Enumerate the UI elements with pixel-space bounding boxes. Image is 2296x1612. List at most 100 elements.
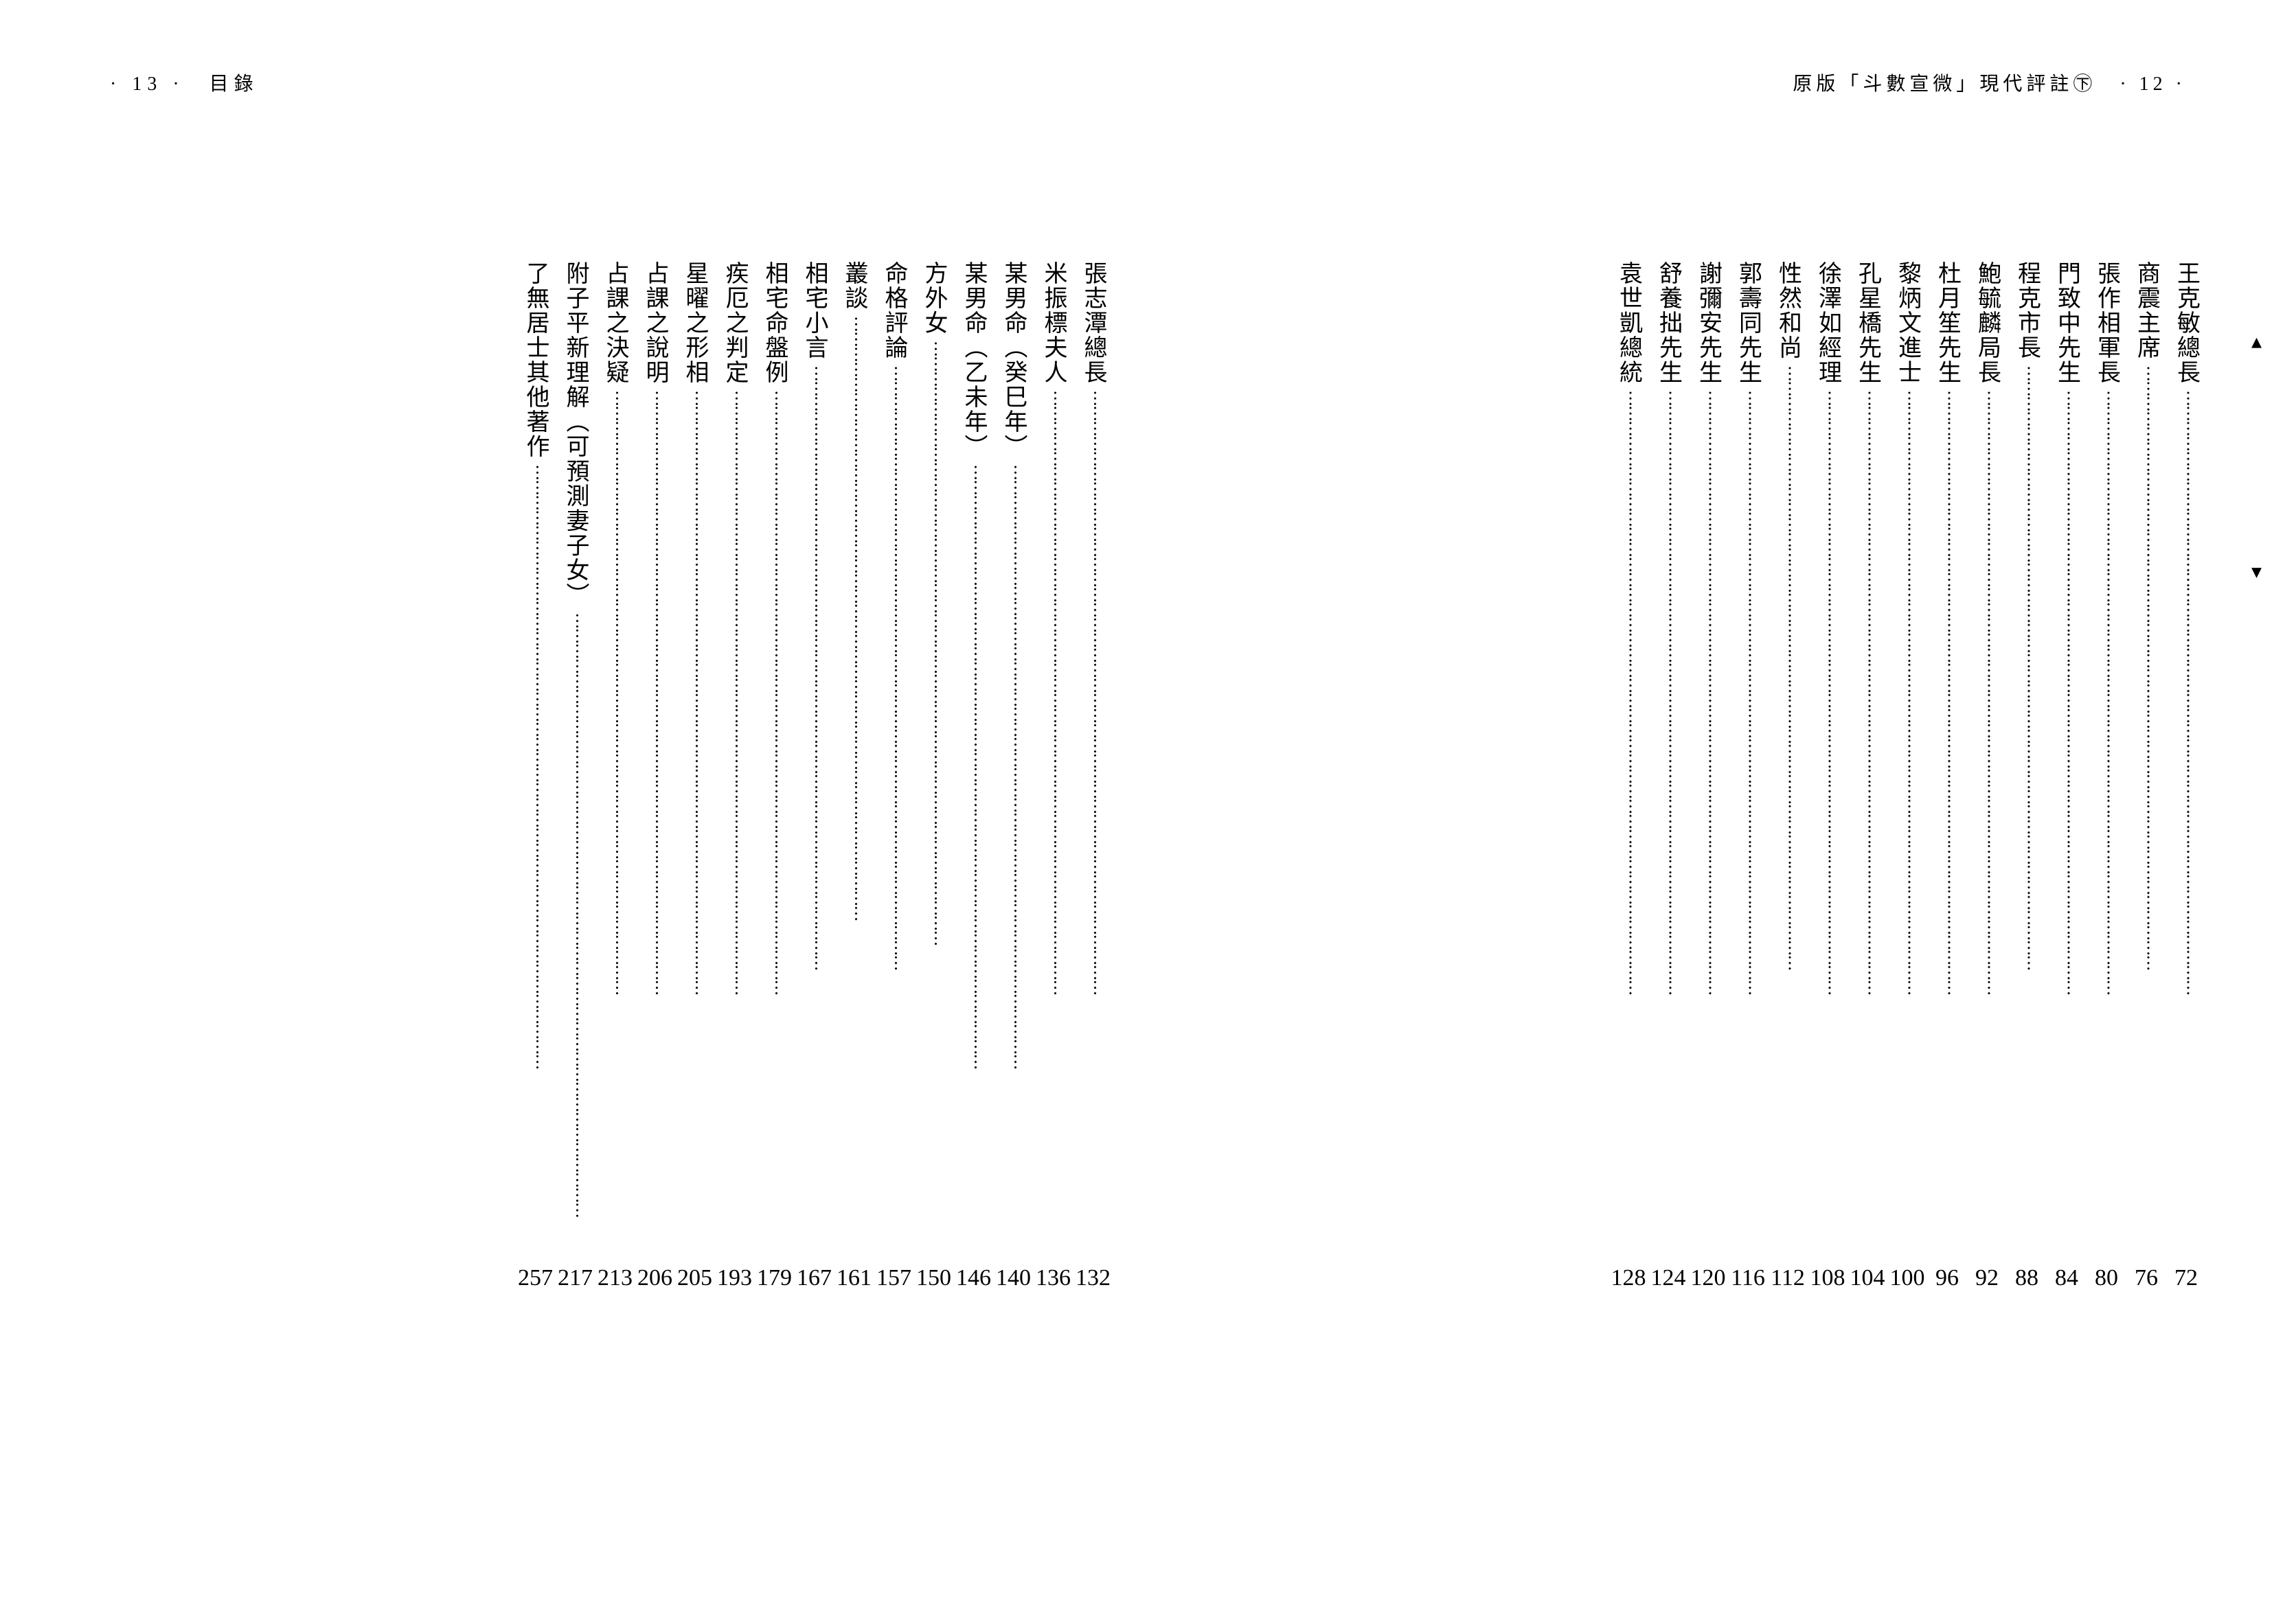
toc-title: 疾厄之判定: [718, 261, 751, 385]
toc-dots: ︙︙︙︙︙︙︙︙︙︙︙︙︙︙︙︙︙︙︙︙︙︙︙︙︙︙︙︙︙︙︙︙︙︙︙︙︙︙︙︙: [1001, 459, 1025, 1265]
toc-dots: ︙︙︙︙︙︙︙︙︙︙︙︙︙︙︙︙︙︙︙︙︙︙︙︙︙︙︙︙︙︙︙︙︙︙︙︙︙︙︙︙: [2055, 385, 2079, 1265]
right-page: 原版「斗數宣微」現代評註㊦ · 12 · 王克敏總長︙︙︙︙︙︙︙︙︙︙︙︙︙︙…: [1148, 124, 2201, 1543]
toc-dots: ︙︙︙︙︙︙︙︙︙︙︙︙︙︙︙︙︙︙︙︙︙︙︙︙︙︙︙︙︙︙︙︙︙︙︙︙︙︙︙︙: [802, 360, 826, 1265]
toc-entry: 性然和尚︙︙︙︙︙︙︙︙︙︙︙︙︙︙︙︙︙︙︙︙︙︙︙︙︙︙︙︙︙︙︙︙︙︙︙︙…: [1774, 261, 1801, 1291]
toc-title: 占課之決疑: [598, 261, 632, 385]
toc-dots: ︙︙︙︙︙︙︙︙︙︙︙︙︙︙︙︙︙︙︙︙︙︙︙︙︙︙︙︙︙︙︙︙︙︙︙︙︙︙︙︙: [1041, 385, 1065, 1265]
toc-entry: 相宅命盤例︙︙︙︙︙︙︙︙︙︙︙︙︙︙︙︙︙︙︙︙︙︙︙︙︙︙︙︙︙︙︙︙︙︙︙…: [761, 261, 788, 1291]
toc-page-number: 217: [558, 1265, 593, 1291]
toc-page-number: 124: [1651, 1265, 1686, 1291]
toc-title: 門致中先生: [2050, 261, 2084, 385]
toc-page-number: 120: [1691, 1265, 1726, 1291]
toc-page-number: 132: [1076, 1265, 1111, 1291]
toc-dots: ︙︙︙︙︙︙︙︙︙︙︙︙︙︙︙︙︙︙︙︙︙︙︙︙︙︙︙︙︙︙︙︙︙︙︙︙︙︙︙︙: [1816, 385, 1840, 1265]
toc-dots: ︙︙︙︙︙︙︙︙︙︙︙︙︙︙︙︙︙︙︙︙︙︙︙︙︙︙︙︙︙︙︙︙︙︙︙︙︙︙︙︙: [2174, 385, 2198, 1265]
toc-title: 附子平新理解（可預測妻子女）: [558, 261, 592, 607]
toc-entry: 孔星橋先生︙︙︙︙︙︙︙︙︙︙︙︙︙︙︙︙︙︙︙︙︙︙︙︙︙︙︙︙︙︙︙︙︙︙︙…: [1854, 261, 1881, 1291]
toc-dots: ︙︙︙︙︙︙︙︙︙︙︙︙︙︙︙︙︙︙︙︙︙︙︙︙︙︙︙︙︙︙︙︙︙︙︙︙︙︙︙︙: [1736, 385, 1760, 1265]
toc-entry: 方外女︙︙︙︙︙︙︙︙︙︙︙︙︙︙︙︙︙︙︙︙︙︙︙︙︙︙︙︙︙︙︙︙︙︙︙︙︙…: [920, 261, 948, 1291]
toc-page-number: 96: [1930, 1265, 1964, 1291]
toc-entry: 張作相軍長︙︙︙︙︙︙︙︙︙︙︙︙︙︙︙︙︙︙︙︙︙︙︙︙︙︙︙︙︙︙︙︙︙︙︙…: [2093, 261, 2120, 1291]
toc-dots: ︙︙︙︙︙︙︙︙︙︙︙︙︙︙︙︙︙︙︙︙︙︙︙︙︙︙︙︙︙︙︙︙︙︙︙︙︙︙︙︙: [1856, 385, 1880, 1265]
toc-entry: 附子平新理解（可預測妻子女）︙︙︙︙︙︙︙︙︙︙︙︙︙︙︙︙︙︙︙︙︙︙︙︙︙︙…: [562, 261, 589, 1291]
toc-dots: ︙︙︙︙︙︙︙︙︙︙︙︙︙︙︙︙︙︙︙︙︙︙︙︙︙︙︙︙︙︙︙︙︙︙︙︙︙︙︙︙: [1657, 385, 1681, 1265]
toc-page-number: 161: [837, 1265, 872, 1291]
toc-title: 方外女: [917, 261, 951, 335]
toc-dots: ︙︙︙︙︙︙︙︙︙︙︙︙︙︙︙︙︙︙︙︙︙︙︙︙︙︙︙︙︙︙︙︙︙︙︙︙︙︙︙︙: [1896, 385, 1920, 1265]
toc-title: 袁世凱總統: [1612, 261, 1646, 385]
toc-dots: ︙︙︙︙︙︙︙︙︙︙︙︙︙︙︙︙︙︙︙︙︙︙︙︙︙︙︙︙︙︙︙︙︙︙︙︙︙︙︙︙: [1081, 385, 1105, 1265]
toc-entry: 鮑毓麟局長︙︙︙︙︙︙︙︙︙︙︙︙︙︙︙︙︙︙︙︙︙︙︙︙︙︙︙︙︙︙︙︙︙︙︙…: [1973, 261, 2001, 1291]
toc-page-number: 100: [1890, 1265, 1925, 1291]
toc-dots: ︙︙︙︙︙︙︙︙︙︙︙︙︙︙︙︙︙︙︙︙︙︙︙︙︙︙︙︙︙︙︙︙︙︙︙︙︙︙︙︙: [643, 385, 667, 1265]
toc-page-number: 104: [1850, 1265, 1885, 1291]
toc-title: 郭壽同先生: [1731, 261, 1765, 385]
toc-entry: 徐澤如經理︙︙︙︙︙︙︙︙︙︙︙︙︙︙︙︙︙︙︙︙︙︙︙︙︙︙︙︙︙︙︙︙︙︙︙…: [1814, 261, 1841, 1291]
toc-page-number: 112: [1771, 1265, 1805, 1291]
toc-dots: ︙︙︙︙︙︙︙︙︙︙︙︙︙︙︙︙︙︙︙︙︙︙︙︙︙︙︙︙︙︙︙︙︙︙︙︙︙︙︙︙: [563, 607, 587, 1265]
toc-title: 鮑毓麟局長: [1970, 261, 2004, 385]
toc-title: 孔星橋先生: [1851, 261, 1885, 385]
toc-title: 舒養拙先生: [1652, 261, 1685, 385]
toc-title: 了無居士其他著作: [519, 261, 552, 459]
toc-dots: ︙︙︙︙︙︙︙︙︙︙︙︙︙︙︙︙︙︙︙︙︙︙︙︙︙︙︙︙︙︙︙︙︙︙︙︙︙︙︙︙: [1776, 360, 1800, 1265]
toc-title: 相宅命盤例: [758, 261, 791, 385]
toc-page-number: 206: [637, 1265, 672, 1291]
toc-dots: ︙︙︙︙︙︙︙︙︙︙︙︙︙︙︙︙︙︙︙︙︙︙︙︙︙︙︙︙︙︙︙︙︙︙︙︙︙︙︙︙: [922, 335, 946, 1265]
toc-title: 叢談: [837, 261, 871, 310]
left-page: · 13 · 目錄 張志潭總長︙︙︙︙︙︙︙︙︙︙︙︙︙︙︙︙︙︙︙︙︙︙︙︙︙…: [96, 124, 1148, 1543]
toc-page-number: 146: [956, 1265, 991, 1291]
toc-dots: ︙︙︙︙︙︙︙︙︙︙︙︙︙︙︙︙︙︙︙︙︙︙︙︙︙︙︙︙︙︙︙︙︙︙︙︙︙︙︙︙: [762, 385, 786, 1265]
toc-dots: ︙︙︙︙︙︙︙︙︙︙︙︙︙︙︙︙︙︙︙︙︙︙︙︙︙︙︙︙︙︙︙︙︙︙︙︙︙︙︙︙: [683, 385, 707, 1265]
toc-title: 性然和尚: [1771, 261, 1805, 360]
toc-entry: 杜月笙先生︙︙︙︙︙︙︙︙︙︙︙︙︙︙︙︙︙︙︙︙︙︙︙︙︙︙︙︙︙︙︙︙︙︙︙…: [1933, 261, 1961, 1291]
toc-page-number: 140: [996, 1265, 1031, 1291]
toc-entry: 叢談︙︙︙︙︙︙︙︙︙︙︙︙︙︙︙︙︙︙︙︙︙︙︙︙︙︙︙︙︙︙︙︙︙︙︙︙︙︙…: [841, 261, 868, 1291]
toc-page-number: 136: [1036, 1265, 1071, 1291]
toc-entry: 命格評論︙︙︙︙︙︙︙︙︙︙︙︙︙︙︙︙︙︙︙︙︙︙︙︙︙︙︙︙︙︙︙︙︙︙︙︙…: [880, 261, 908, 1291]
toc-entry: 門致中先生︙︙︙︙︙︙︙︙︙︙︙︙︙︙︙︙︙︙︙︙︙︙︙︙︙︙︙︙︙︙︙︙︙︙︙…: [2053, 261, 2080, 1291]
toc-page-number: 88: [2010, 1265, 2044, 1291]
toc-title: 商震主席: [2130, 261, 2163, 360]
toc-dots: ︙︙︙︙︙︙︙︙︙︙︙︙︙︙︙︙︙︙︙︙︙︙︙︙︙︙︙︙︙︙︙︙︙︙︙︙︙︙︙︙: [723, 385, 747, 1265]
toc-entry: 占課之說明︙︙︙︙︙︙︙︙︙︙︙︙︙︙︙︙︙︙︙︙︙︙︙︙︙︙︙︙︙︙︙︙︙︙︙…: [641, 261, 669, 1291]
toc-dots: ︙︙︙︙︙︙︙︙︙︙︙︙︙︙︙︙︙︙︙︙︙︙︙︙︙︙︙︙︙︙︙︙︙︙︙︙︙︙︙︙: [523, 459, 547, 1265]
header-left: · 13 · 目錄: [110, 69, 259, 96]
toc-title: 謝彌安先生: [1692, 261, 1725, 385]
toc-page-number: 157: [876, 1265, 911, 1291]
toc-title: 徐澤如經理: [1811, 261, 1845, 385]
toc-entry: 了無居士其他著作︙︙︙︙︙︙︙︙︙︙︙︙︙︙︙︙︙︙︙︙︙︙︙︙︙︙︙︙︙︙︙︙…: [522, 261, 549, 1291]
toc-dots: ︙︙︙︙︙︙︙︙︙︙︙︙︙︙︙︙︙︙︙︙︙︙︙︙︙︙︙︙︙︙︙︙︙︙︙︙︙︙︙︙: [842, 310, 866, 1265]
toc-entry: 袁世凱總統︙︙︙︙︙︙︙︙︙︙︙︙︙︙︙︙︙︙︙︙︙︙︙︙︙︙︙︙︙︙︙︙︙︙︙…: [1615, 261, 1642, 1291]
toc-entry: 舒養拙先生︙︙︙︙︙︙︙︙︙︙︙︙︙︙︙︙︙︙︙︙︙︙︙︙︙︙︙︙︙︙︙︙︙︙︙…: [1655, 261, 1682, 1291]
toc-page-number: 150: [916, 1265, 951, 1291]
toc-title: 某男命（乙未年）: [957, 261, 990, 459]
toc-entry: 某男命（癸巳年）︙︙︙︙︙︙︙︙︙︙︙︙︙︙︙︙︙︙︙︙︙︙︙︙︙︙︙︙︙︙︙︙…: [1000, 261, 1027, 1291]
toc-right: 王克敏總長︙︙︙︙︙︙︙︙︙︙︙︙︙︙︙︙︙︙︙︙︙︙︙︙︙︙︙︙︙︙︙︙︙︙︙…: [1190, 124, 2201, 1543]
toc-title: 星曜之形相: [678, 261, 712, 385]
toc-title: 張志潭總長: [1076, 261, 1110, 385]
toc-page-number: 108: [1810, 1265, 1845, 1291]
toc-entry: 占課之決疑︙︙︙︙︙︙︙︙︙︙︙︙︙︙︙︙︙︙︙︙︙︙︙︙︙︙︙︙︙︙︙︙︙︙︙…: [602, 261, 629, 1291]
toc-entry: 張志潭總長︙︙︙︙︙︙︙︙︙︙︙︙︙︙︙︙︙︙︙︙︙︙︙︙︙︙︙︙︙︙︙︙︙︙︙…: [1080, 261, 1107, 1291]
toc-dots: ︙︙︙︙︙︙︙︙︙︙︙︙︙︙︙︙︙︙︙︙︙︙︙︙︙︙︙︙︙︙︙︙︙︙︙︙︙︙︙︙: [962, 459, 986, 1265]
toc-dots: ︙︙︙︙︙︙︙︙︙︙︙︙︙︙︙︙︙︙︙︙︙︙︙︙︙︙︙︙︙︙︙︙︙︙︙︙︙︙︙︙: [2095, 385, 2119, 1265]
toc-entry: 相宅小言︙︙︙︙︙︙︙︙︙︙︙︙︙︙︙︙︙︙︙︙︙︙︙︙︙︙︙︙︙︙︙︙︙︙︙︙…: [801, 261, 828, 1291]
toc-title: 命格評論: [877, 261, 911, 360]
toc-page-number: 179: [757, 1265, 792, 1291]
toc-dots: ︙︙︙︙︙︙︙︙︙︙︙︙︙︙︙︙︙︙︙︙︙︙︙︙︙︙︙︙︙︙︙︙︙︙︙︙︙︙︙︙: [882, 360, 906, 1265]
toc-entry: 某男命（乙未年）︙︙︙︙︙︙︙︙︙︙︙︙︙︙︙︙︙︙︙︙︙︙︙︙︙︙︙︙︙︙︙︙…: [960, 261, 988, 1291]
toc-page-number: 205: [677, 1265, 712, 1291]
toc-entry: 星曜之形相︙︙︙︙︙︙︙︙︙︙︙︙︙︙︙︙︙︙︙︙︙︙︙︙︙︙︙︙︙︙︙︙︙︙︙…: [681, 261, 709, 1291]
toc-page-number: 167: [797, 1265, 832, 1291]
toc-page-number: 84: [2049, 1265, 2084, 1291]
toc-title: 王克敏總長: [2170, 261, 2203, 385]
toc-title: 黎炳文進士: [1891, 261, 1924, 385]
header-right: 原版「斗數宣微」現代評註㊦ · 12 ·: [1793, 69, 2186, 96]
toc-title: 程克市長: [2010, 261, 2044, 360]
toc-page-number: 72: [2169, 1265, 2203, 1291]
toc-title: 米振標夫人: [1036, 261, 1070, 385]
toc-title: 某男命（癸巳年）: [997, 261, 1030, 459]
toc-page-number: 116: [1731, 1265, 1765, 1291]
toc-entry: 謝彌安先生︙︙︙︙︙︙︙︙︙︙︙︙︙︙︙︙︙︙︙︙︙︙︙︙︙︙︙︙︙︙︙︙︙︙︙…: [1694, 261, 1722, 1291]
